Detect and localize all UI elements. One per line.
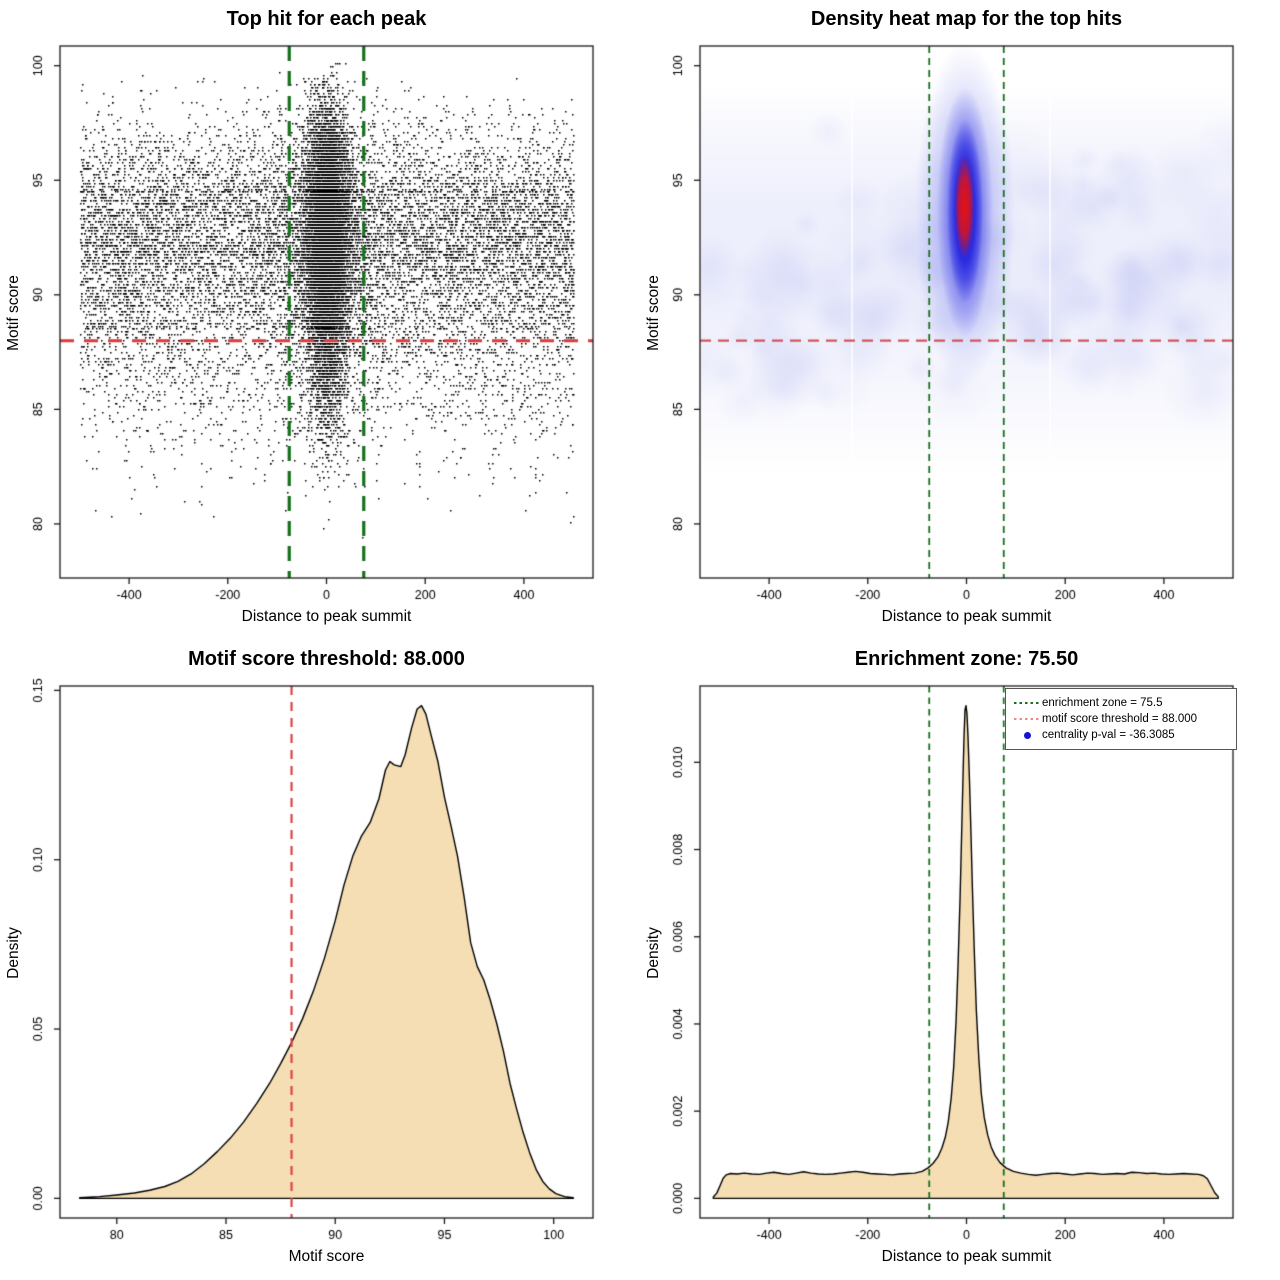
legend-label: enrichment zone = 75.5 [1042,697,1163,709]
score-density-xlabel: Motif score [288,1248,365,1265]
distance-density-xlabel: Distance to peak summit [881,1248,1052,1265]
blue-dot-swatch [1012,731,1042,739]
red-dotted-line-swatch [1012,718,1042,720]
legend-label: centrality p-val = -36.3085 [1042,729,1175,741]
distance-density-ylabel: Density [645,927,662,979]
score-density-plot-canvas [0,640,640,1280]
scatter-ylabel: Motif score [5,275,22,351]
distance-density-title: Enrichment zone: 75.50 [854,648,1079,670]
scatter-plot-canvas [0,0,640,640]
green-dotted-line-swatch [1012,702,1042,704]
legend-item-enrichment-zone: enrichment zone = 75.5 [1012,695,1232,711]
scatter-title: Top hit for each peak [226,8,427,30]
panel-top-hit-scatter: Top hit for each peak Distance to peak s… [0,0,640,640]
legend-item-motif-threshold: motif score threshold = 88.000 [1012,711,1232,727]
panel-density-heatmap: Density heat map for the top hits Distan… [640,0,1280,640]
heatmap-ylabel: Motif score [645,275,662,351]
score-density-title: Motif score threshold: 88.000 [188,648,465,670]
score-density-ylabel: Density [5,927,22,979]
heatmap-title: Density heat map for the top hits [810,8,1123,30]
legend-label: motif score threshold = 88.000 [1042,713,1198,725]
panel-motif-score-density: Motif score threshold: 88.000 Motif scor… [0,640,640,1280]
heatmap-xlabel: Distance to peak summit [881,608,1052,625]
scatter-xlabel: Distance to peak summit [241,608,412,625]
plot-legend: enrichment zone = 75.5 motif score thres… [1005,688,1237,750]
heatmap-plot-canvas [640,0,1280,640]
legend-item-centrality-pval: centrality p-val = -36.3085 [1012,727,1232,743]
